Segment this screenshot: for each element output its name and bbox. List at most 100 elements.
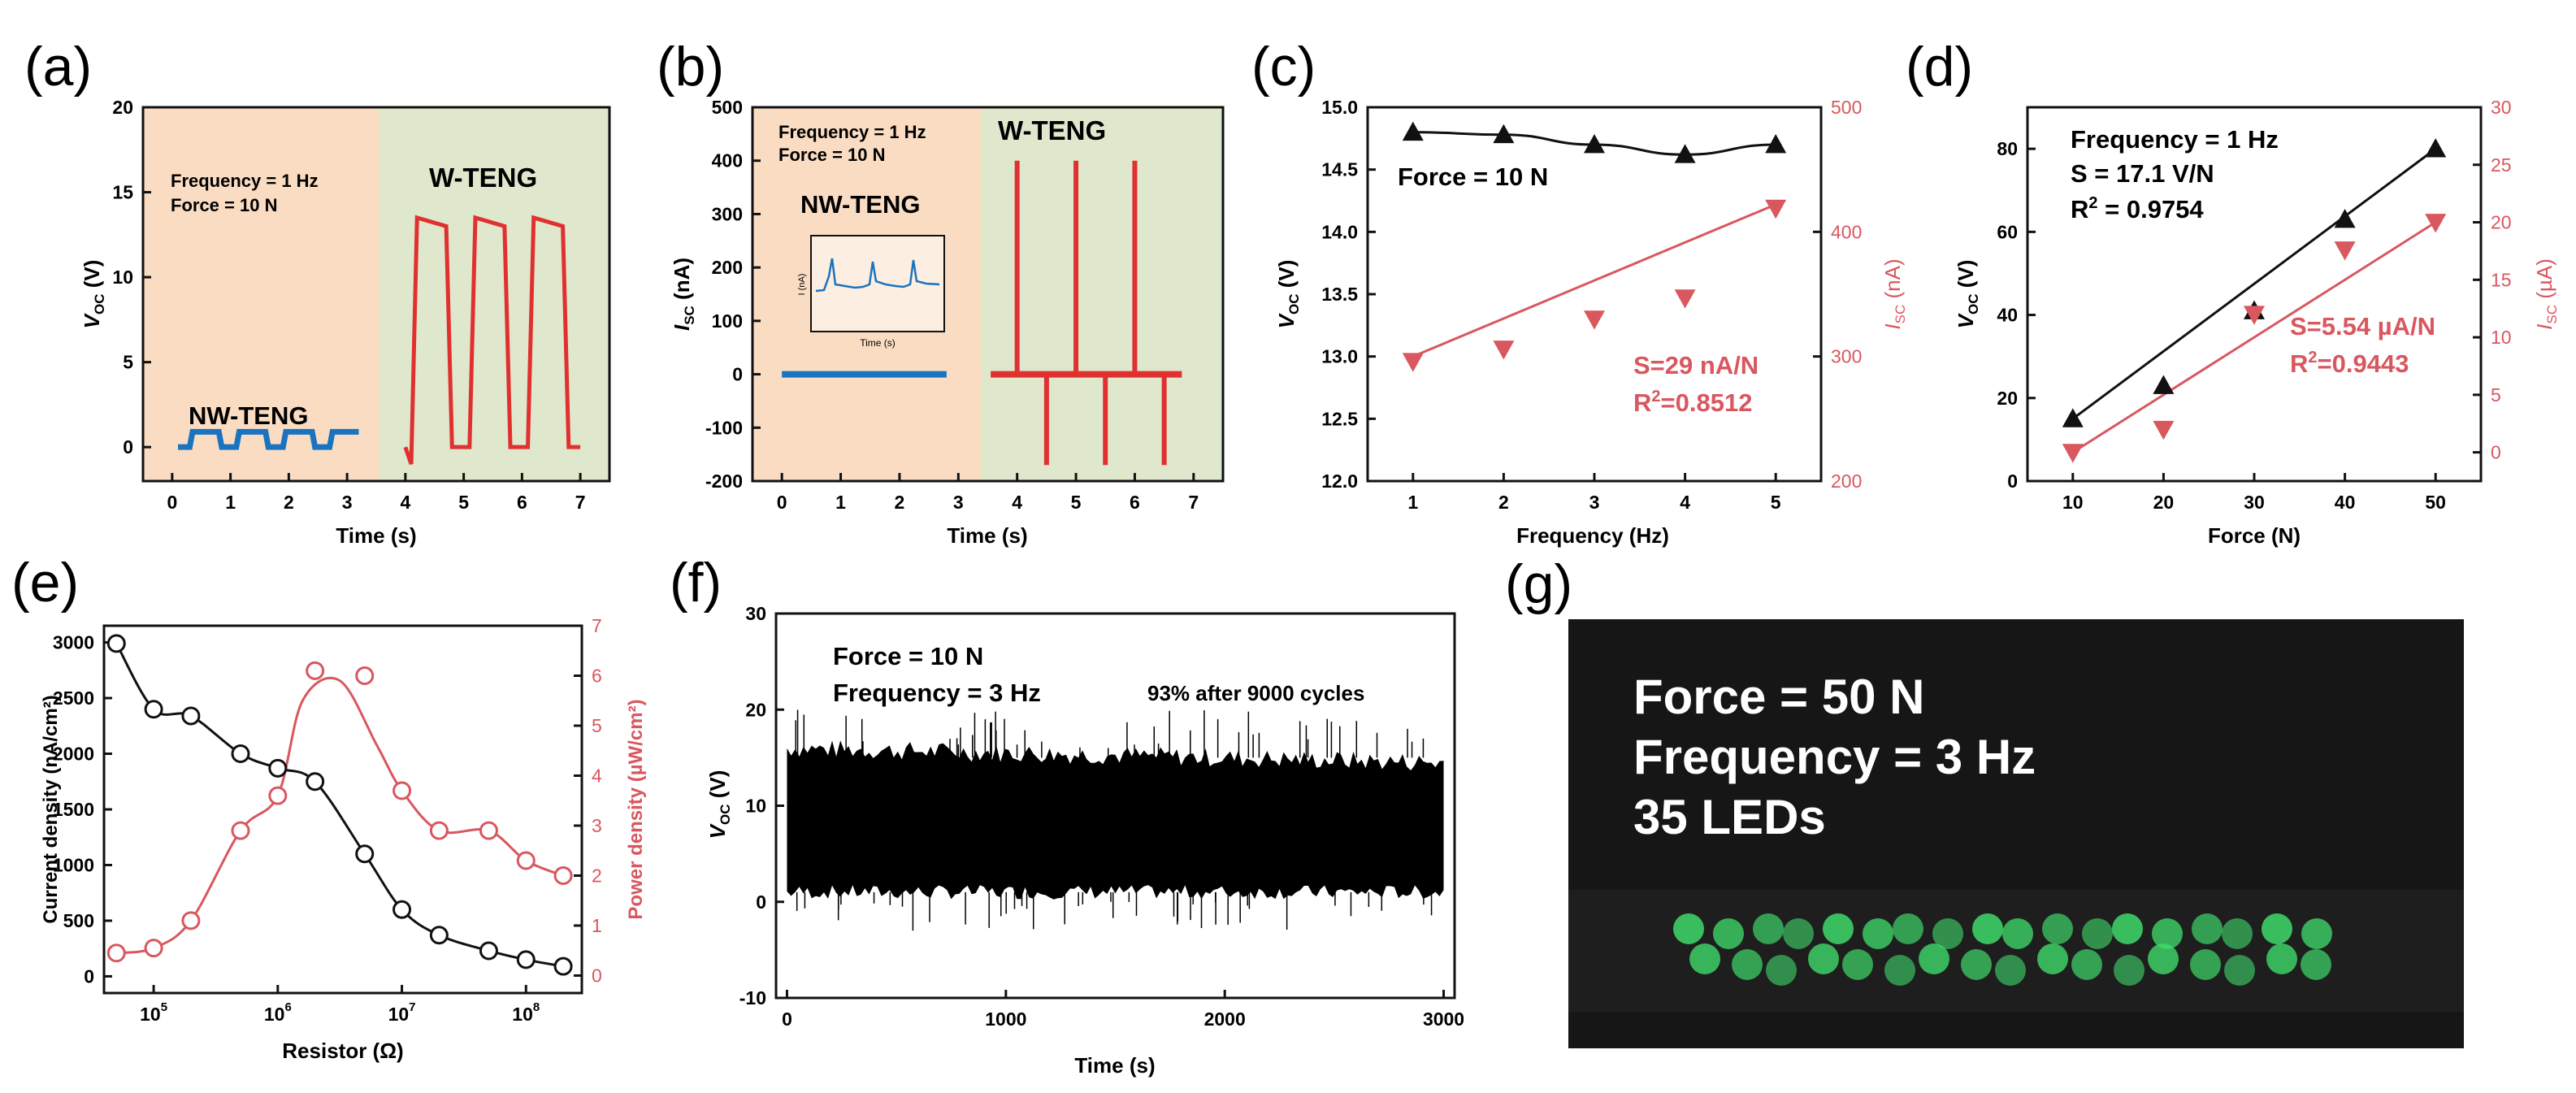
a-xtick-label: 1 — [225, 492, 236, 513]
panel-b-inset: Time (s) I (nA) — [797, 235, 945, 349]
b-xtick-label: 6 — [1130, 492, 1140, 513]
panel-g-tag: (g) — [1505, 553, 1572, 615]
panel-e-current-point — [479, 941, 498, 961]
panel-c-y2label: ISC (nA) — [1880, 258, 1908, 329]
b-xtick-label: 7 — [1188, 492, 1199, 513]
panel-d-note1: Frequency = 1 Hz — [2071, 125, 2279, 154]
panel-b-frame — [751, 106, 1225, 483]
e-y2tick-label: 6 — [592, 665, 602, 686]
panel-e-ticks: 105 106 107 108 0 500 1000 1500 2000 2500 3000 0 1 2 3… — [53, 615, 602, 1025]
panel-e-current-point — [106, 634, 126, 653]
panel-g-led — [2152, 918, 2183, 949]
a-xtick-label: 7 — [575, 492, 586, 513]
panel-g-led — [2192, 913, 2223, 944]
panel-d-isc-point — [2334, 241, 2356, 261]
panel-b-region-w — [982, 107, 1223, 481]
a-xtick-label: 5 — [458, 492, 469, 513]
panel-c-voc-point — [1674, 144, 1696, 163]
panel-d-markers — [2062, 138, 2447, 463]
e-ytick-label: 2500 — [53, 687, 94, 709]
c-ytick-label: 12.0 — [1321, 471, 1358, 492]
c-y2tick-label: 400 — [1831, 221, 1862, 242]
e-y2tick-label: 3 — [592, 815, 602, 836]
panel-g-led — [1932, 918, 1963, 949]
panel-f-tag: (f) — [670, 552, 722, 614]
d-xtick-label: 50 — [2425, 492, 2446, 513]
panel-d: (d) 10 20 30 40 50 0 20 40 60 80 0 5 10 15 20 25 30 Freq… — [1906, 36, 2560, 548]
panel-d-isc-point — [2153, 420, 2175, 440]
d-y2tick-label: 0 — [2491, 442, 2501, 463]
a-ytick-label: 10 — [112, 267, 133, 288]
panel-e-current-point — [181, 706, 201, 726]
panel-g-led — [2301, 918, 2332, 949]
d-y2tick-label: 10 — [2491, 327, 2512, 348]
f-xtick-label: 3000 — [1423, 1008, 1464, 1030]
c-xtick-label: 2 — [1498, 492, 1509, 513]
e-y2tick-label: 0 — [592, 965, 602, 986]
e-xtick-label: 107 — [388, 1000, 416, 1025]
panel-f-xlabel: Time (s) — [1074, 1053, 1155, 1078]
panel-g-led — [1961, 949, 1992, 980]
e-xtick-label: 108 — [512, 1000, 540, 1025]
d-ytick-label: 80 — [1997, 138, 2018, 159]
panel-e-power-point — [231, 821, 250, 840]
panel-d-isc-point — [2244, 306, 2265, 325]
panel-d-voc-point — [2062, 408, 2084, 427]
panel-b-label-w: W-TENG — [998, 115, 1106, 145]
panel-g-led — [2262, 913, 2292, 944]
panel-d-note2: S = 17.1 V/N — [2071, 159, 2214, 188]
e-y2tick-label: 4 — [592, 765, 602, 786]
panel-g-led — [1919, 943, 1949, 974]
panel-c-markers — [1402, 121, 1787, 372]
e-xtick-label: 106 — [264, 1000, 292, 1025]
c-xtick-label: 5 — [1771, 492, 1781, 513]
panel-g-line3: 35 LEDs — [1633, 790, 1826, 844]
c-y2tick-label: 300 — [1831, 346, 1862, 367]
panel-e-power-point — [144, 939, 163, 958]
panel-e-power-point — [553, 865, 573, 885]
d-ytick-label: 20 — [1997, 388, 2018, 409]
panel-g-line2: Frequency = 3 Hz — [1633, 730, 2036, 784]
c-xtick-label: 1 — [1407, 492, 1418, 513]
panel-a-ticks: 0 1 2 3 4 5 6 7 0 5 10 15 20 — [112, 97, 585, 513]
panel-e-current-point — [392, 900, 412, 919]
c-ytick-label: 15.0 — [1321, 97, 1358, 118]
d-xtick-label: 20 — [2153, 492, 2175, 513]
b-xtick-label: 4 — [1012, 492, 1022, 513]
panel-b-ylabel: ISC (nA) — [670, 258, 697, 331]
f-xtick-label: 2000 — [1204, 1008, 1246, 1030]
panel-d-fit-r2: R2=0.9443 — [2290, 349, 2409, 378]
panel-g-led — [2190, 949, 2221, 980]
b-ytick-label: 300 — [712, 203, 743, 224]
e-ytick-label: 500 — [63, 910, 94, 931]
d-y2tick-label: 20 — [2491, 212, 2512, 233]
panel-f: (f) 0 1000 2000 3000 -10 0 10 20 30 Force = 10 N… — [670, 552, 1464, 1078]
panel-g-led — [2114, 955, 2144, 986]
panel-a-label-nw: NW-TENG — [189, 401, 308, 430]
panel-c-isc-point — [1584, 310, 1605, 330]
panel-e-power-point — [268, 786, 288, 805]
e-ytick-label: 3000 — [53, 632, 94, 653]
panel-e-power-point — [181, 911, 201, 930]
f-ytick-label: 10 — [745, 796, 766, 817]
d-y2tick-label: 5 — [2491, 384, 2501, 406]
panel-e-power-point — [106, 943, 126, 963]
panel-c-xlabel: Frequency (Hz) — [1516, 523, 1669, 548]
panel-d-xlabel: Force (N) — [2208, 523, 2301, 548]
panel-b-label-nw: NW-TENG — [800, 190, 920, 219]
panel-b-ticks: 0 1 2 3 4 5 6 7 -200 -100 0 100 200 300 400 500 — [705, 97, 1199, 513]
b-ytick-label: 100 — [712, 310, 743, 332]
panel-g-led — [2301, 949, 2331, 980]
panel-d-voc-point — [2425, 138, 2447, 158]
panel-e-markers — [106, 634, 573, 976]
panel-b: (b) 0 1 2 3 4 5 6 7 -200 -100 0 100 200 300 400 500 Fre… — [657, 36, 1225, 548]
panel-c-isc-point — [1402, 353, 1424, 372]
c-y2tick-label: 500 — [1831, 97, 1862, 118]
e-ytick-label: 1500 — [53, 799, 94, 820]
panel-d-voc-point — [2334, 209, 2356, 228]
a-ytick-label: 5 — [123, 352, 133, 373]
c-ytick-label: 12.5 — [1321, 408, 1358, 429]
b-ytick-label: -200 — [705, 471, 743, 492]
panel-c-isc-point — [1765, 199, 1787, 219]
d-xtick-label: 40 — [2335, 492, 2356, 513]
